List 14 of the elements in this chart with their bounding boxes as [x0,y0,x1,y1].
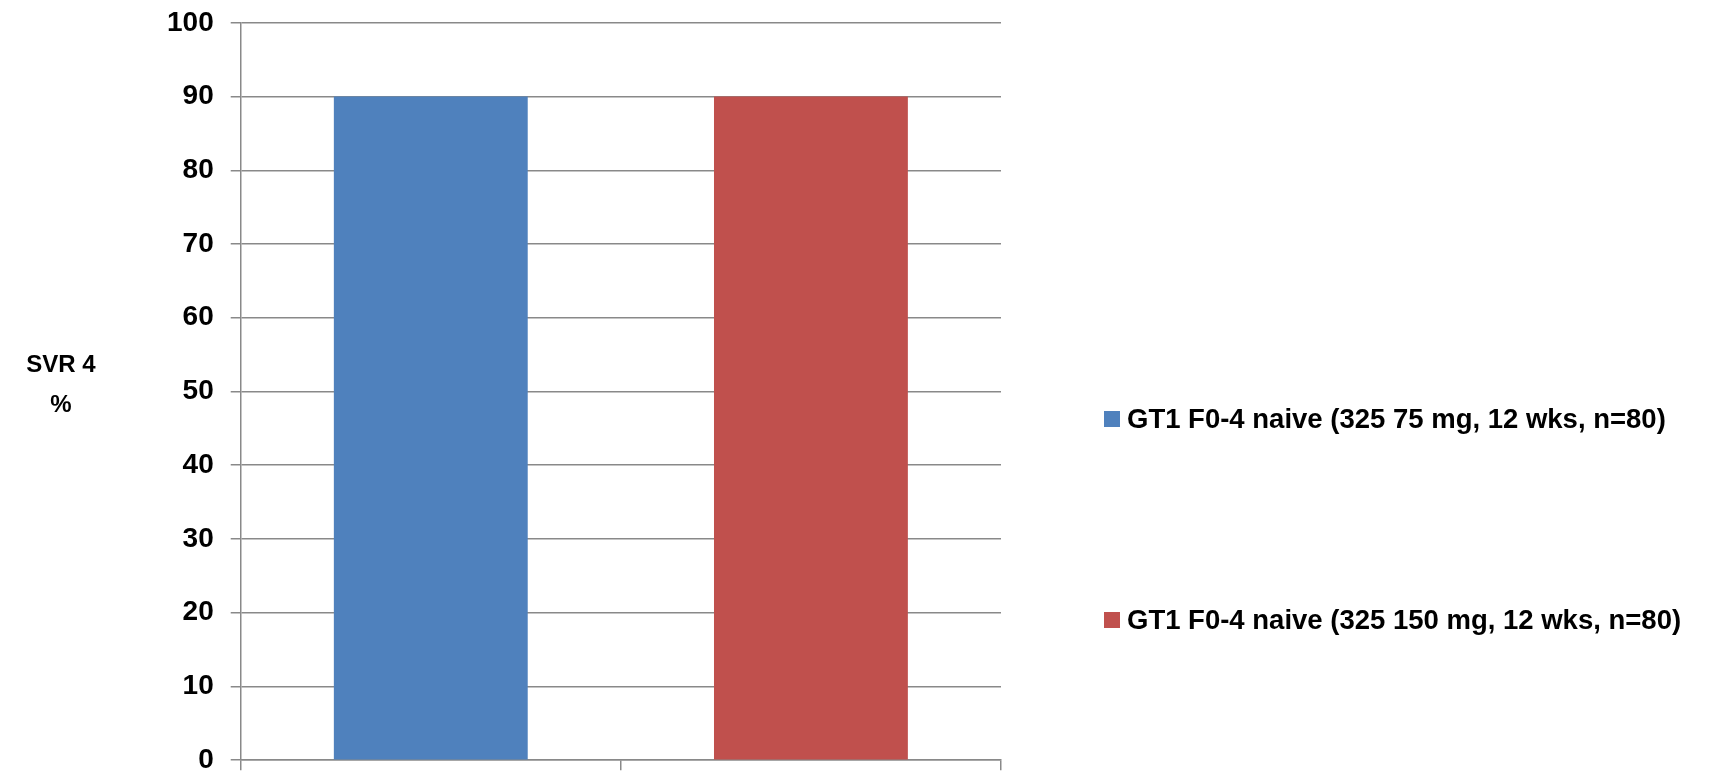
y-tick-label: 10 [182,669,214,701]
y-axis-title: SVR 4 % [25,349,97,419]
y-tick-label: 30 [182,521,214,553]
y-tick-label: 20 [182,595,214,627]
y-tick-label: 90 [182,79,214,111]
y-tick-label: 80 [182,153,214,184]
y-tick-label: 100 [167,5,214,37]
legend-label: GT1 F0-4 naive (325 150 mg, 12 wks, n=80) [1127,604,1682,636]
y-tick-label: 0 [198,742,214,774]
y-tick-label: 70 [182,226,214,258]
legend-label: GT1 F0-4 naive (325 75 mg, 12 wks, n=80) [1127,403,1666,435]
y-tick-label: 40 [182,447,214,479]
y-tick-label: 60 [182,300,214,332]
y-tick-label: 50 [182,374,214,406]
